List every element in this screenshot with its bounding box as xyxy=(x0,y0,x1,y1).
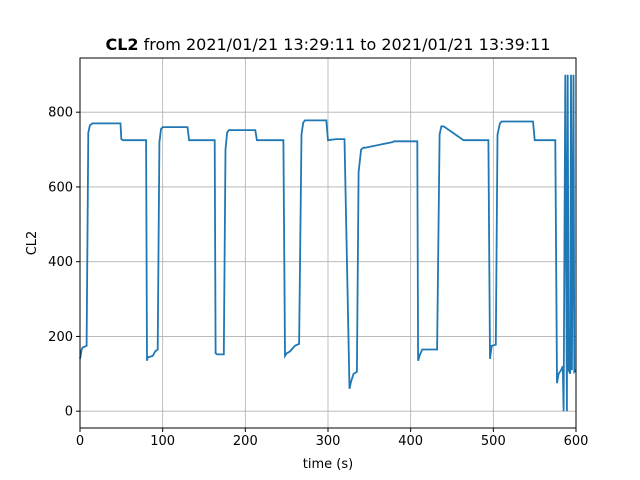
grid xyxy=(79,58,577,428)
x-tick-label: 100 xyxy=(150,434,175,449)
y-axis-label: CL2 xyxy=(25,231,40,256)
chart-title-bold: CL2 xyxy=(105,35,138,54)
y-tick-label: 400 xyxy=(48,255,73,270)
x-axis: 0 100 200 300 400 500 600 xyxy=(76,428,589,449)
y-tick-label: 600 xyxy=(48,180,73,195)
x-axis-label: time (s) xyxy=(303,457,353,472)
x-tick-label: 600 xyxy=(564,434,589,449)
y-axis: 0 200 400 600 800 xyxy=(48,106,80,420)
y-tick-label: 200 xyxy=(48,330,73,345)
series-line-cl2 xyxy=(79,74,577,412)
x-tick-label: 200 xyxy=(233,434,258,449)
x-tick-label: 500 xyxy=(481,434,506,449)
y-tick-label: 0 xyxy=(65,405,73,420)
x-tick-label: 300 xyxy=(316,434,341,449)
x-tick-label: 0 xyxy=(76,434,84,449)
x-tick-label: 400 xyxy=(398,434,423,449)
chart-title-rest: from 2021/01/21 13:29:11 to 2021/01/21 1… xyxy=(139,35,551,54)
chart-title: CL2 from 2021/01/21 13:29:11 to 2021/01/… xyxy=(105,35,550,54)
plot-area xyxy=(79,74,577,412)
y-tick-label: 800 xyxy=(48,106,73,121)
